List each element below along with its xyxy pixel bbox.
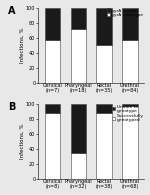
Bar: [70, 8, 86, 29]
Bar: [70, 29, 86, 83]
Bar: [45, 8, 60, 40]
Bar: [96, 113, 112, 179]
Bar: [122, 8, 138, 40]
Bar: [70, 153, 86, 179]
Text: B: B: [8, 102, 16, 112]
Bar: [96, 104, 112, 113]
Legend: gyrA mutant, gyrA wild-type: gyrA mutant, gyrA wild-type: [106, 8, 144, 18]
Bar: [96, 8, 112, 45]
Bar: [45, 104, 60, 113]
Bar: [122, 106, 138, 179]
Bar: [122, 104, 138, 106]
Bar: [96, 45, 112, 83]
Y-axis label: Infections, %: Infections, %: [20, 27, 25, 63]
Y-axis label: Infections, %: Infections, %: [20, 123, 25, 159]
Legend: Unable to
genotype, Successfully
genotyped: Unable to genotype, Successfully genotyp…: [111, 104, 144, 123]
Text: A: A: [8, 6, 16, 16]
Bar: [45, 113, 60, 179]
Bar: [70, 104, 86, 153]
Bar: [45, 40, 60, 83]
Bar: [122, 40, 138, 83]
